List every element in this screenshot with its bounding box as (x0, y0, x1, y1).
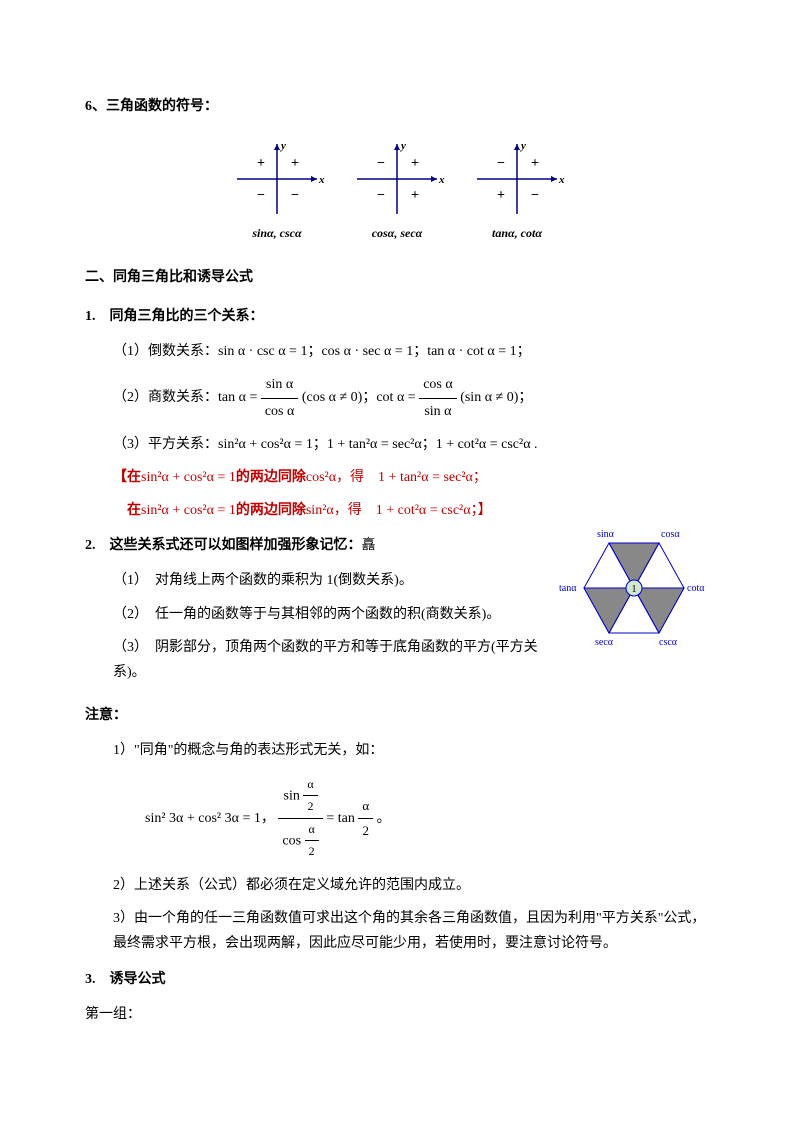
diagram-cos-sec: x y − + − + cosα, secα (347, 139, 447, 245)
relation-quotient: （2）商数关系：tan α = sin αcos α (cos α ≠ 0)；c… (85, 372, 709, 423)
frac-sin-half: sin α2 cos α2 (278, 774, 322, 863)
svg-text:y: y (519, 140, 526, 152)
note-1: 1）"同角"的概念与角的表达形式无关，如： (85, 738, 709, 763)
svg-text:+: + (291, 156, 299, 171)
sub-3-title: 3. 诱导公式 (85, 972, 166, 987)
eq-a: sin² 3α + cos² 3α = 1， (145, 811, 275, 826)
svg-text:+: + (411, 156, 419, 171)
label-cos-sec: cosα, secα (372, 223, 423, 245)
svg-text:cscα: cscα (659, 637, 678, 648)
rel2-c: (sin α ≠ 0)； (460, 390, 532, 405)
svg-text:+: + (531, 156, 539, 171)
section-2-title: 二、同角三角比和诱导公式 (85, 265, 709, 290)
axes-1: x y + + − − (227, 139, 327, 219)
red-note-1: 【在sin²α + cos²α = 1的两边同除cos²α，得 1 + tan²… (85, 465, 709, 490)
red-note-2: 【在sin²α + cos²α = 1的两边同除sin²α，得 1 + cot²… (85, 498, 709, 523)
rel2-b: (cos α ≠ 0)；cot α = (302, 390, 419, 405)
sub-1-title: 1. 同角三角比的三个关系： (85, 309, 264, 324)
svg-text:x: x (558, 174, 565, 186)
eq-b: = tan (326, 811, 358, 826)
svg-text:−: − (531, 188, 539, 203)
group-1: 第一组： (85, 1002, 709, 1027)
label-sin-csc: sinα, cscα (252, 223, 301, 245)
diagram-tan-cot: x y − + + − tanα, cotα (467, 139, 567, 245)
svg-text:−: − (291, 188, 299, 203)
rel2-a: （2）商数关系：tan α = (113, 390, 261, 405)
svg-text:+: + (411, 188, 419, 203)
sign-diagrams: x y + + − − sinα, cscα x y − + − + cosα,… (85, 139, 709, 245)
diagram-sin-csc: x y + + − − sinα, cscα (227, 139, 327, 245)
note-title: 注意： (85, 708, 127, 723)
svg-text:tanα: tanα (559, 583, 577, 594)
svg-text:−: − (377, 156, 385, 171)
svg-text:sinα: sinα (597, 529, 615, 540)
heading-6: 6、三角函数的符号： (85, 94, 709, 119)
label-tan-cot: tanα, cotα (492, 223, 542, 245)
relation-pythagorean: （3）平方关系：sin²α + cos²α = 1；1 + tan²α = se… (85, 432, 709, 457)
svg-text:y: y (279, 140, 286, 152)
frac-alpha-2: α2 (358, 794, 373, 842)
svg-text:x: x (438, 174, 445, 186)
frac-tan: sin αcos α (261, 372, 299, 423)
hexagon-diagram: 1 sinα cosα tanα cotα secα cscα (559, 523, 709, 662)
axes-2: x y − + − + (347, 139, 447, 219)
relation-reciprocal: （1）倒数关系：sin α · csc α = 1；cos α · sec α … (85, 339, 709, 364)
svg-text:y: y (399, 140, 406, 152)
frac-cot: cos αsin α (419, 372, 457, 423)
svg-text:cosα: cosα (661, 529, 680, 540)
mem-icon: 譶 (362, 538, 376, 553)
svg-text:−: − (497, 156, 505, 171)
note-equation: sin² 3α + cos² 3α = 1， sin α2 cos α2 = t… (85, 774, 709, 863)
sub-2-title: 2. 这些关系式还可以如图样加强形象记忆： (85, 538, 362, 553)
svg-text:+: + (497, 188, 505, 203)
svg-text:1: 1 (632, 584, 637, 595)
note-3: 3）由一个角的任一三角函数值可求出这个角的其余各三角函数值，且因为利用"平方关系… (85, 906, 709, 956)
svg-text:−: − (377, 188, 385, 203)
svg-text:cotα: cotα (687, 583, 705, 594)
svg-text:+: + (257, 156, 265, 171)
axes-3: x y − + + − (467, 139, 567, 219)
svg-text:x: x (318, 174, 325, 186)
note-2: 2）上述关系（公式）都必须在定义域允许的范围内成立。 (85, 873, 709, 898)
svg-text:−: − (257, 188, 265, 203)
svg-text:secα: secα (595, 637, 614, 648)
eq-c: 。 (377, 811, 391, 826)
